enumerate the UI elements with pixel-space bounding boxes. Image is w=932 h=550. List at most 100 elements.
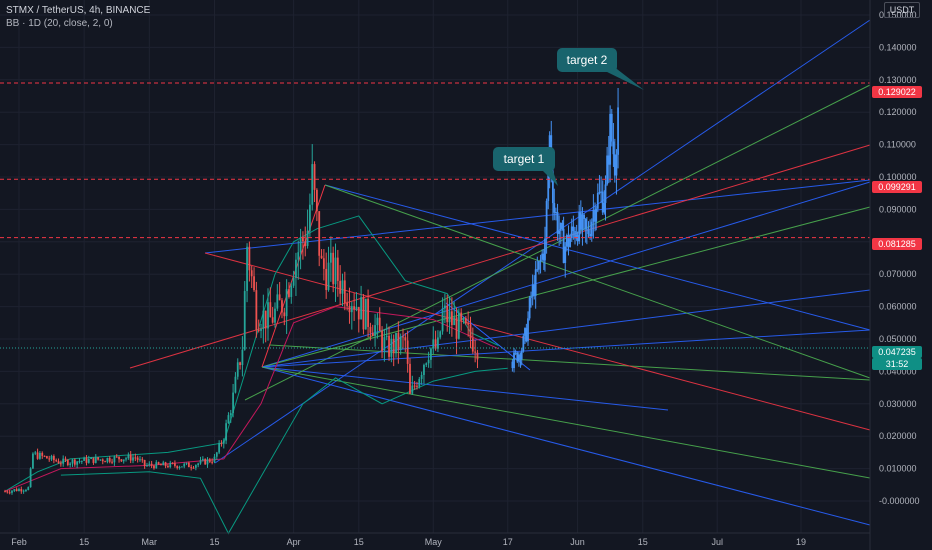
projection-candle [609,113,612,165]
candle [20,489,23,492]
projection-candle [518,354,520,362]
horizontal-levels [0,82,870,349]
candle [4,491,6,493]
projection-candle [522,335,525,352]
candle [97,457,99,460]
candle [11,490,13,493]
target-callouts: target 2 target 1 [493,48,644,186]
fib-channel-line [214,19,871,464]
candle [32,453,34,469]
candle [364,298,367,330]
projection-candle [547,169,550,201]
y-tick-label: 0.060000 [879,302,917,312]
fib-channel-line [261,366,871,479]
projection-candle [531,284,534,297]
projection-candle [601,191,604,213]
candle [464,318,467,324]
candle [362,297,365,330]
bollinger-bands [4,215,508,535]
candle [443,305,446,309]
projection-candle [607,155,610,165]
candle [283,312,286,317]
candle [371,332,374,336]
candle [434,339,437,349]
candle [215,452,218,457]
candle [187,462,190,468]
candle [311,164,314,205]
candle [29,468,32,488]
y-tick-label: 0.020000 [879,431,917,441]
candle [15,489,18,492]
projection-candle [581,214,584,230]
x-tick-label: Jun [570,537,585,547]
candle [397,332,400,350]
projection-candle [513,352,515,369]
candle [318,211,321,256]
y-tick-label: 0.100000 [879,172,917,182]
y-tick-label: 0.050000 [879,334,917,344]
x-tick-label: 15 [638,537,648,547]
fib-channel-line [244,84,871,401]
candle [34,452,37,454]
y-tick-label: 0.130000 [879,75,917,85]
candle [192,467,195,469]
projection-candle [604,184,607,203]
candle [369,326,372,333]
candle [85,457,88,463]
candle [295,259,297,278]
x-tick-label: Jul [711,537,723,547]
candle [143,460,146,466]
candle [194,465,197,468]
candle [441,308,444,332]
candle [155,462,158,469]
candle [157,462,160,465]
target2-label: target 2 [567,53,608,67]
target1-label: target 1 [504,152,545,166]
projection-candle [528,297,531,319]
candle [313,164,316,190]
support-price-label: 0.081285 [872,238,922,250]
candle [36,452,39,459]
candle [122,459,125,462]
projection-candle [558,230,561,234]
fib-channel-line [261,181,871,368]
candle [62,458,65,464]
projection-candle [596,192,599,209]
candle [309,204,311,231]
candle [211,461,214,463]
candle [190,467,193,469]
candle [267,302,269,329]
projection-candle [534,269,537,296]
candle [150,463,153,466]
projection-candle [530,296,532,298]
candle [292,277,295,286]
y-tick-label: 0.030000 [879,399,917,409]
y-tick-label: 0.140000 [879,42,917,52]
candle [55,460,58,462]
candle [453,317,456,326]
candle [59,463,62,465]
projection-candle [511,361,514,369]
candle [457,312,460,339]
currency-button[interactable]: USDT [884,2,920,18]
candle [71,459,74,464]
fib-channel-line [261,206,871,368]
candle [420,374,423,379]
candle [18,489,20,492]
x-tick-label: 15 [79,537,89,547]
candle [66,460,69,466]
projection-candle [553,203,556,213]
target2-pointer [603,66,644,90]
projection-candle [536,269,539,271]
candle [201,458,204,461]
candle [460,312,463,321]
candle [213,456,216,463]
candle [248,246,251,271]
candle [339,280,342,294]
candle [348,305,351,313]
candle [455,317,458,339]
candle [260,329,262,331]
projection-candle [541,253,544,260]
candle [430,348,432,360]
